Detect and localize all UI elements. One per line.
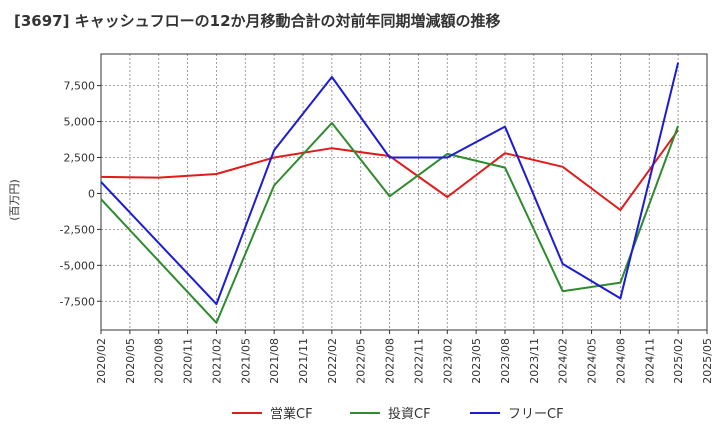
y-tick-label: 5,000 xyxy=(64,116,96,129)
x-tick-label: 2022/05 xyxy=(355,338,368,384)
plot-frame xyxy=(100,53,708,331)
x-tick-label: 2020/08 xyxy=(153,338,166,384)
x-axis-ticks: 2020/02 2020/05 2020/08 2020/11 2021/02 2021/… xyxy=(95,330,714,384)
y-tick-label: 7,500 xyxy=(64,80,96,93)
legend-label: 投資CF xyxy=(388,406,431,422)
x-tick-label: 2023/05 xyxy=(470,338,483,384)
horizontal-gridlines xyxy=(101,85,707,302)
y-axis-ticks: 7,500 5,000 2,500 0 -2,500 -5,000 -7,500 xyxy=(60,80,101,308)
x-tick-label: 2021/08 xyxy=(268,338,281,384)
x-tick-label: 2022/11 xyxy=(412,338,425,384)
plot-background xyxy=(101,54,707,330)
x-tick-label: 2024/11 xyxy=(643,338,656,384)
x-tick-label: 2025/05 xyxy=(701,338,714,384)
y-axis-label: (百万円) xyxy=(8,179,21,221)
legend: 営業CF 投資CF フリーCF xyxy=(232,406,564,422)
y-tick-label: -5,000 xyxy=(60,259,95,272)
x-tick-label: 2024/02 xyxy=(557,338,570,384)
x-tick-label: 2022/02 xyxy=(326,338,339,384)
y-tick-label: -2,500 xyxy=(60,223,95,236)
x-tick-label: 2020/02 xyxy=(95,338,108,384)
series-line-1 xyxy=(100,122,680,324)
x-tick-label: 2023/02 xyxy=(441,338,454,384)
chart-title: [3697] キャッシュフローの12か月移動合計の対前年同期増減額の推移 xyxy=(14,12,501,30)
x-tick-label: 2023/08 xyxy=(499,338,512,384)
legend-label: 営業CF xyxy=(270,406,313,422)
x-tick-label: 2021/02 xyxy=(210,338,223,384)
x-tick-label: 2022/08 xyxy=(384,338,397,384)
x-tick-label: 2024/05 xyxy=(586,338,599,384)
series-lines xyxy=(100,62,680,324)
series-line-2 xyxy=(100,62,680,306)
y-tick-label: 2,500 xyxy=(64,152,96,165)
x-tick-label: 2023/11 xyxy=(528,338,541,384)
y-tick-label: -7,500 xyxy=(60,295,95,308)
y-tick-label: 0 xyxy=(88,187,95,200)
x-tick-label: 2025/02 xyxy=(672,338,685,384)
x-tick-label: 2021/11 xyxy=(297,338,310,384)
legend-label: フリーCF xyxy=(508,407,564,422)
x-tick-label: 2020/11 xyxy=(182,338,195,384)
x-tick-label: 2021/05 xyxy=(239,338,252,384)
x-tick-label: 2024/08 xyxy=(614,338,627,384)
x-tick-label: 2020/05 xyxy=(124,338,137,384)
